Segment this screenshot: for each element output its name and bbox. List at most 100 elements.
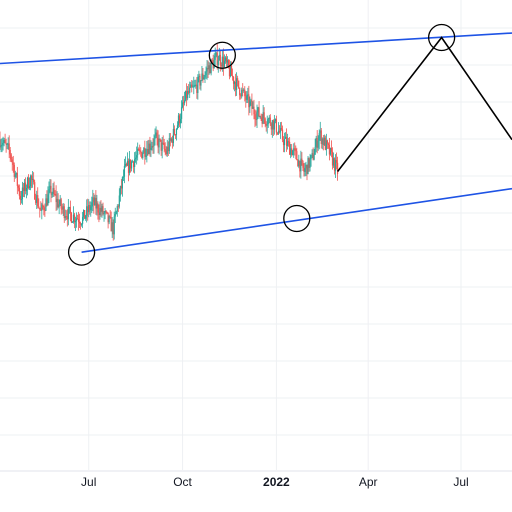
candle xyxy=(326,139,328,149)
candle-body xyxy=(1,144,3,146)
candle xyxy=(205,66,207,79)
candle xyxy=(23,179,26,198)
candle-body xyxy=(233,81,236,84)
candle-body xyxy=(70,213,72,223)
candle xyxy=(223,54,225,69)
candle xyxy=(287,133,289,150)
candle xyxy=(1,138,3,153)
candle xyxy=(167,141,169,156)
candle-body xyxy=(315,138,317,147)
candle xyxy=(202,68,204,83)
candle xyxy=(75,212,78,228)
candle xyxy=(16,166,18,195)
candle-body xyxy=(124,163,127,166)
candle-body xyxy=(247,94,249,96)
candle xyxy=(331,147,334,170)
candle-body xyxy=(251,100,253,109)
candle-body xyxy=(32,178,34,180)
candle-body xyxy=(255,118,257,120)
candle xyxy=(207,60,209,79)
candle xyxy=(51,191,53,198)
candle xyxy=(85,214,87,221)
candle xyxy=(301,152,303,166)
candle-body xyxy=(72,214,75,222)
candle-body xyxy=(181,102,184,108)
candle xyxy=(155,126,157,139)
candle-body xyxy=(146,149,148,156)
candle-body xyxy=(253,106,255,115)
candle xyxy=(263,107,265,125)
candle xyxy=(250,98,252,106)
candle xyxy=(169,133,171,147)
candle-body xyxy=(173,128,176,135)
candle xyxy=(332,152,335,168)
candle-body xyxy=(189,87,191,93)
candle xyxy=(262,104,264,125)
candle-body xyxy=(230,65,233,76)
candle xyxy=(90,201,92,217)
candle xyxy=(35,193,37,205)
candle xyxy=(258,101,260,118)
candle xyxy=(108,214,110,225)
candle-body xyxy=(89,205,91,211)
candle xyxy=(289,137,291,155)
candle-body xyxy=(53,188,55,194)
candle-body xyxy=(329,147,332,155)
candle xyxy=(186,83,188,107)
candle-body xyxy=(222,56,224,67)
candle xyxy=(52,183,54,197)
candle-body xyxy=(263,112,265,119)
candle-body xyxy=(268,117,270,120)
candle xyxy=(285,128,288,152)
candle-body xyxy=(6,143,8,145)
candle xyxy=(3,137,5,147)
candle xyxy=(270,122,272,135)
candle-body xyxy=(164,148,166,151)
candle-body xyxy=(333,158,336,171)
candle-body xyxy=(266,124,268,126)
candle xyxy=(26,176,29,196)
candle xyxy=(165,146,167,157)
candle-body xyxy=(115,211,117,215)
x-tick-label: Oct xyxy=(173,475,192,489)
candle xyxy=(149,136,151,157)
candle-body xyxy=(138,148,140,151)
candle-body xyxy=(143,148,145,154)
candle xyxy=(125,162,128,167)
candle-body xyxy=(274,118,276,122)
candle xyxy=(291,143,293,157)
candle-body xyxy=(80,223,83,225)
candle-body xyxy=(243,89,245,91)
candle-body xyxy=(179,118,182,124)
candle-body xyxy=(19,195,21,200)
candle-body xyxy=(322,138,324,145)
candle xyxy=(66,209,68,227)
candle-body xyxy=(197,76,199,94)
candle xyxy=(309,153,311,172)
candle-body xyxy=(332,158,335,166)
candle-body xyxy=(97,203,99,213)
candle xyxy=(32,171,34,188)
candle-body xyxy=(79,223,82,225)
candle-body xyxy=(153,138,155,147)
candle-body xyxy=(226,60,229,63)
candle xyxy=(248,85,250,116)
candle-body xyxy=(49,185,51,190)
candle-body xyxy=(27,177,30,189)
candle xyxy=(41,202,43,220)
candle-body xyxy=(259,116,261,118)
candle xyxy=(6,142,8,150)
candle-body xyxy=(198,75,200,77)
candle xyxy=(159,138,161,142)
candle-body xyxy=(182,102,185,104)
candle-body xyxy=(117,206,119,208)
candle-body xyxy=(216,52,218,66)
candle xyxy=(76,214,79,220)
candle xyxy=(237,75,239,87)
candle-body xyxy=(150,147,152,150)
candle-body xyxy=(250,100,252,102)
candle-body xyxy=(204,75,206,78)
candle xyxy=(252,101,254,109)
candle xyxy=(110,211,112,232)
candle xyxy=(226,56,229,68)
